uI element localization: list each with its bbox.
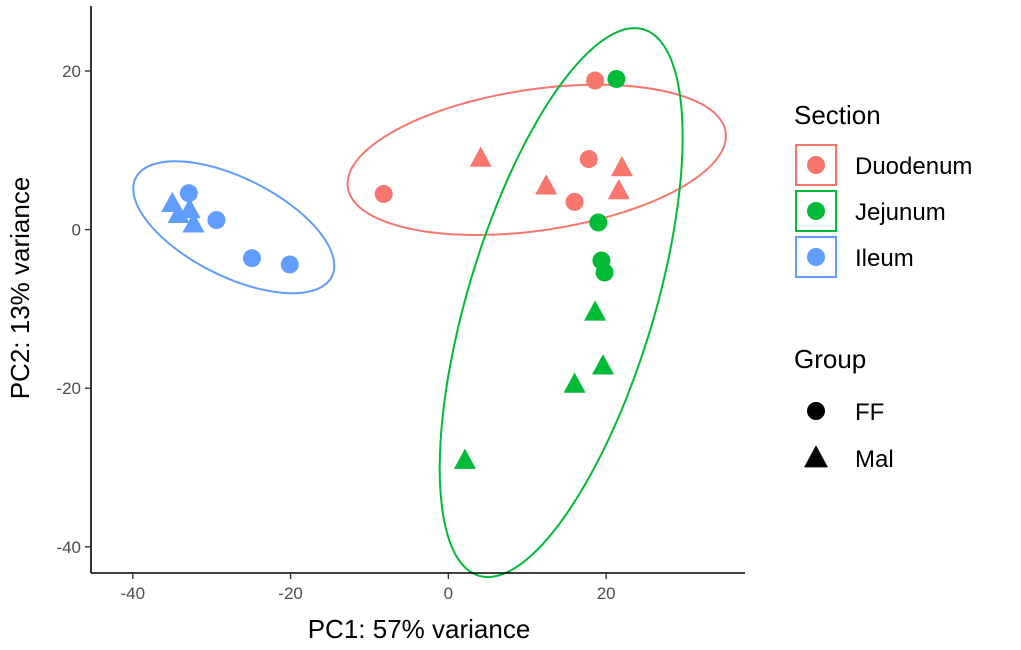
ellipse-duodenum bbox=[346, 83, 727, 237]
legend-label-mal: Mal bbox=[855, 446, 894, 473]
x-tick-label: -40 bbox=[121, 584, 146, 603]
point-duodenum-ff bbox=[586, 71, 605, 90]
point-jejunum-ff bbox=[595, 263, 614, 282]
axes: -40 -20 0 20 -40 -20 0 20 bbox=[56, 6, 745, 603]
legend-swatch-ileum bbox=[807, 248, 825, 266]
point-duodenum-mal bbox=[469, 146, 492, 167]
point-duodenum-mal bbox=[607, 179, 630, 200]
point-duodenum-ff bbox=[565, 192, 584, 211]
x-tick-label: 0 bbox=[444, 584, 453, 603]
legend-section: Section Duodenum Jejunum Ileum bbox=[794, 100, 972, 278]
point-ileum-mal bbox=[178, 198, 201, 219]
y-tick-label: 0 bbox=[72, 221, 81, 240]
y-tick-label: -20 bbox=[56, 379, 81, 398]
point-jejunum-mal bbox=[453, 448, 476, 469]
point-jejunum-mal bbox=[563, 372, 586, 393]
legend-group: Group FF Mal bbox=[794, 344, 894, 473]
point-ileum-mal bbox=[182, 212, 205, 233]
ellipse-ileum bbox=[132, 160, 336, 295]
legend-shape-triangle bbox=[804, 445, 828, 468]
point-jejunum-ff bbox=[589, 213, 608, 232]
legend-group-items: FF Mal bbox=[804, 399, 894, 473]
legend-swatch-duodenum bbox=[807, 156, 825, 174]
ellipses-layer bbox=[132, 27, 727, 579]
legend-label-duodenum: Duodenum bbox=[855, 153, 972, 180]
point-duodenum-ff bbox=[374, 184, 393, 203]
legend-section-title: Section bbox=[794, 100, 881, 130]
legend-shape-circle bbox=[807, 402, 825, 420]
legend-swatch-jejunum bbox=[807, 202, 825, 220]
point-ileum-ff bbox=[242, 249, 261, 268]
point-ileum-ff bbox=[280, 255, 299, 274]
y-ticks: -40 -20 0 20 bbox=[56, 62, 91, 557]
y-tick-label: -40 bbox=[56, 538, 81, 557]
legend-group-title: Group bbox=[794, 344, 866, 374]
y-tick-label: 20 bbox=[62, 62, 81, 81]
point-duodenum-ff bbox=[579, 150, 598, 169]
points-layer bbox=[161, 69, 633, 469]
point-ileum-ff bbox=[179, 184, 198, 203]
x-axis-title: PC1: 57% variance bbox=[308, 614, 531, 644]
point-jejunum-mal bbox=[584, 300, 607, 321]
y-axis-title: PC2: 13% variance bbox=[5, 177, 35, 400]
legend-label-jejunum: Jejunum bbox=[855, 199, 946, 226]
point-duodenum-mal bbox=[535, 174, 558, 195]
x-ticks: -40 -20 0 20 bbox=[121, 573, 616, 603]
legend-label-ff: FF bbox=[855, 399, 884, 426]
point-duodenum-mal bbox=[610, 156, 633, 177]
x-tick-label: -20 bbox=[278, 584, 303, 603]
x-tick-label: 20 bbox=[597, 584, 616, 603]
plot-area bbox=[132, 27, 727, 579]
point-jejunum-ff bbox=[607, 69, 626, 88]
ellipse-jejunum bbox=[438, 27, 684, 579]
point-jejunum-mal bbox=[591, 354, 614, 375]
legend-label-ileum: Ileum bbox=[855, 245, 914, 272]
legend-section-items: Duodenum Jejunum Ileum bbox=[795, 144, 972, 278]
point-ileum-ff bbox=[207, 211, 226, 230]
